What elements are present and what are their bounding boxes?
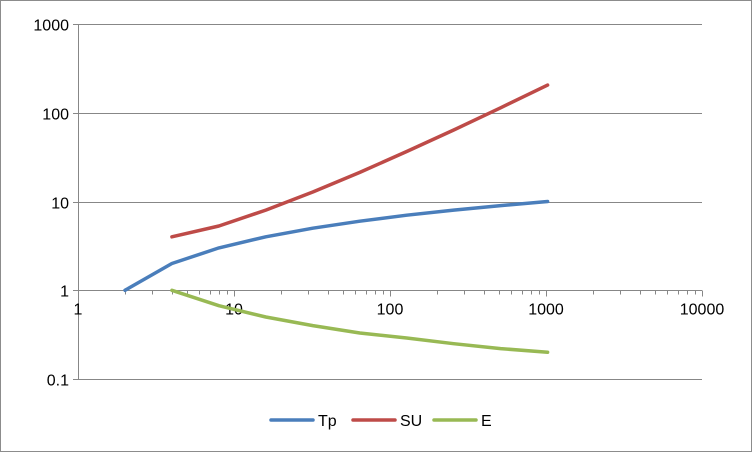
series-line-e bbox=[172, 290, 548, 352]
legend: Tp SU E bbox=[271, 413, 492, 430]
y-tick-label: 0.1 bbox=[47, 373, 69, 390]
y-tick-label: 100 bbox=[42, 107, 69, 124]
y-tick-label: 10 bbox=[51, 196, 69, 213]
legend-label-tp: Tp bbox=[318, 413, 337, 430]
y-tick-label: 1000 bbox=[33, 18, 69, 35]
x-tick-label: 100 bbox=[377, 302, 404, 319]
y-tick-label: 1 bbox=[60, 284, 69, 301]
series-lines bbox=[125, 85, 548, 352]
x-tick-label: 1000 bbox=[528, 302, 564, 319]
legend-label-e: E bbox=[481, 413, 492, 430]
gridlines bbox=[78, 25, 702, 380]
legend-label-su: SU bbox=[400, 413, 422, 430]
x-tick-label: 1 bbox=[74, 302, 83, 319]
series-line-su bbox=[172, 85, 548, 237]
series-line-tp bbox=[125, 202, 548, 291]
x-tick-label: 10000 bbox=[680, 302, 725, 319]
